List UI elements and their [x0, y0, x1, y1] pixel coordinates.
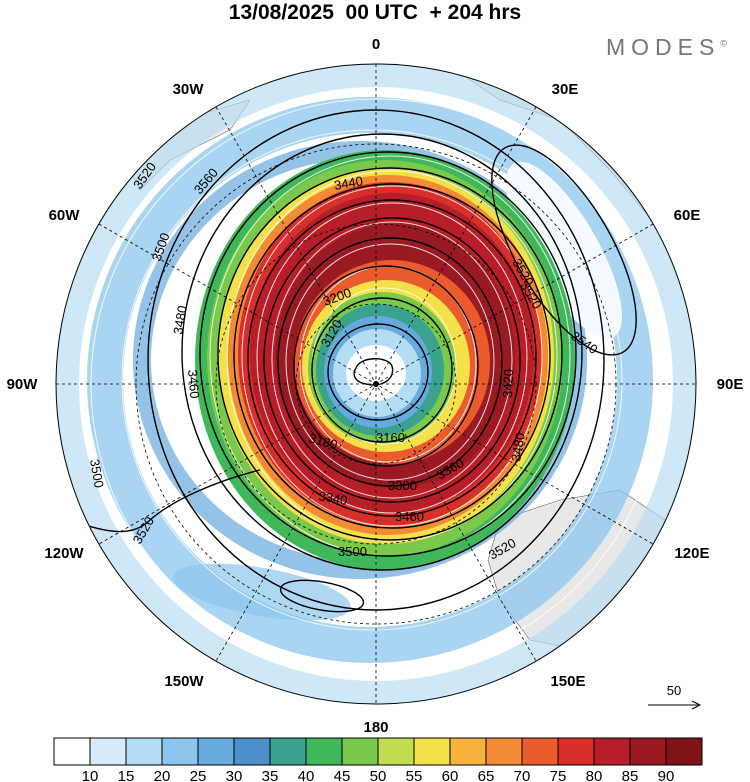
colorbar-tick-label: 85 [622, 768, 639, 782]
contour-label: 3180 [307, 430, 339, 452]
colorbar-box [593, 737, 631, 766]
brand-text: MODES [606, 34, 721, 60]
contour-labels: 3520 3560 3500 3480 3460 3440 3500 3520 … [87, 159, 601, 562]
height-contours [69, 109, 637, 613]
graticule [56, 64, 696, 704]
colorbar-tick-label: 90 [658, 768, 675, 782]
colorbar-tick-label: 60 [442, 768, 459, 782]
colorbar-tick-label: 35 [262, 768, 279, 782]
colorbar-box [449, 737, 487, 766]
colorbar-box [305, 737, 343, 766]
colorbar-box [125, 737, 163, 766]
vector-reference-label: 50 [667, 683, 681, 698]
colorbar-box [197, 737, 235, 766]
colorbar-box [413, 737, 451, 766]
lon-label-30e: 30E [552, 81, 579, 98]
lon-label-60e: 60E [674, 207, 701, 224]
modes-logo: MODES© [606, 34, 727, 61]
colorbar-box [341, 737, 379, 766]
colorbar-labels: 10 15 20 25 30 35 40 45 50 55 60 65 70 75 80 85 90 [82, 768, 675, 782]
colorbar-tick-label: 55 [406, 768, 423, 782]
map-boundary [55, 63, 697, 705]
contour-label: 3460 [395, 509, 424, 524]
colorbar-box [557, 737, 595, 766]
contour-label: 3480 [508, 431, 528, 462]
colorbar-boxes [53, 737, 703, 766]
contour-label: 3460 [185, 369, 202, 399]
colorbar-tick-label: 75 [550, 768, 567, 782]
colorbar-box [485, 737, 523, 766]
colorbar-box [629, 737, 667, 766]
lon-label-90w: 90W [7, 376, 39, 393]
colorbar-tick-label: 45 [334, 768, 351, 782]
colorbar-box [89, 737, 127, 766]
contour-label: 3440 [333, 173, 364, 193]
contour-label: 3340 [317, 488, 348, 508]
contour-label: 3420 [500, 369, 516, 398]
colorbar-tick-label: 30 [226, 768, 243, 782]
lon-label-0: 0 [372, 36, 380, 53]
colorbar-tick-label: 25 [190, 768, 207, 782]
contour-label: 3480 [170, 304, 190, 335]
lon-label-150w: 150W [164, 673, 204, 690]
contour-label: 3500 [87, 458, 107, 489]
colorbar-box [665, 737, 703, 766]
colorbar-tick-label: 40 [298, 768, 315, 782]
colorbar-tick-label: 15 [118, 768, 135, 782]
map-title: 13/08/2025 00 UTC + 204 hrs [228, 1, 522, 24]
lon-label-90e: 90E [717, 376, 744, 393]
colorbar-box [377, 737, 415, 766]
lon-label-180: 180 [363, 719, 388, 736]
colorbar-box [521, 737, 559, 766]
map-disk [56, 64, 696, 704]
colorbar-tick-label: 70 [514, 768, 531, 782]
colorbar-tick-label: 65 [478, 768, 495, 782]
colorbar-tick-label: 20 [154, 768, 171, 782]
lon-label-30w: 30W [173, 81, 205, 98]
copyright-mark: © [720, 38, 727, 49]
contour-label: 3300 [388, 478, 417, 493]
colorbar-tick-label: 10 [82, 768, 99, 782]
colorbar-box [269, 737, 307, 766]
lon-label-60w: 60W [49, 207, 81, 224]
colorbar-box [161, 737, 199, 766]
vector-reference-arrowhead [691, 700, 702, 710]
colorbar-box [233, 737, 271, 766]
contour-label: 3160 [376, 430, 405, 445]
colorbar-box [53, 737, 91, 766]
lon-label-150e: 150E [550, 673, 585, 690]
colorbar-tick-label: 50 [370, 768, 387, 782]
lon-label-120w: 120W [44, 545, 84, 562]
lon-label-120e: 120E [674, 545, 709, 562]
colorbar-tick-label: 80 [586, 768, 603, 782]
contour-label: 3500 [338, 544, 367, 559]
